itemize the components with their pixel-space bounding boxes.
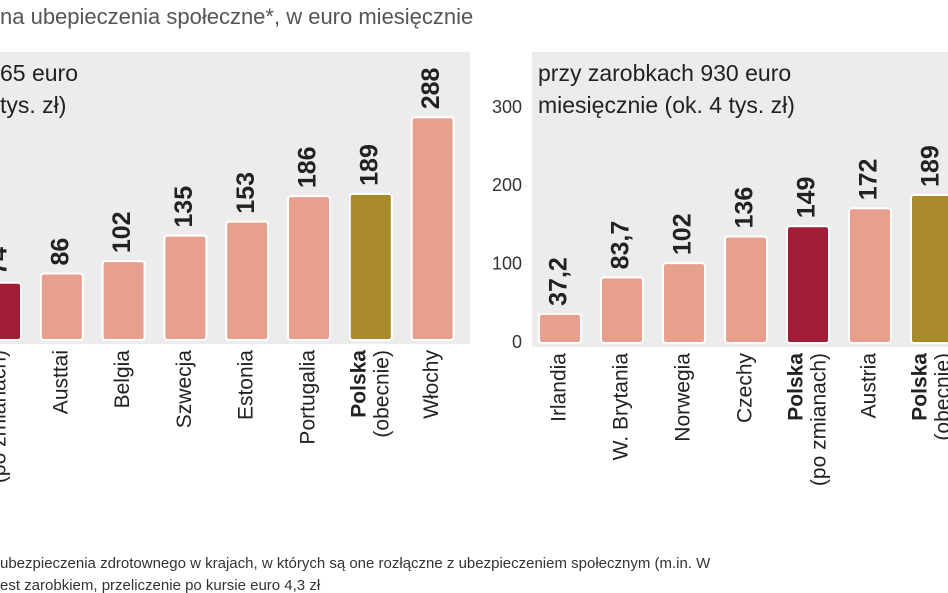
bar xyxy=(724,235,768,344)
bar xyxy=(163,234,208,342)
subtitle: przy zarobkach 930 euro xyxy=(538,60,791,86)
value-label: 135 xyxy=(170,186,198,228)
x-tick-label: Szwecja xyxy=(173,350,196,429)
value-label: 172 xyxy=(855,159,883,201)
value-label: 74 xyxy=(0,247,13,275)
bar xyxy=(662,262,706,345)
subtitle: 65 euro xyxy=(0,60,78,86)
x-tick-label: Austria xyxy=(858,353,881,419)
x-tick-label: Czechy xyxy=(734,353,757,424)
value-label: 37,2 xyxy=(545,257,573,306)
x-tick-sublabel: (po zmianach) xyxy=(808,353,831,486)
bar xyxy=(410,116,455,341)
x-tick-label: Polska xyxy=(347,350,370,418)
footnote: ubezpieczenia zdrotownego w krajach, w k… xyxy=(0,555,711,572)
x-tick-label: Norwegia xyxy=(672,353,695,442)
value-label: 149 xyxy=(793,177,821,219)
x-tick-label: Portugalia xyxy=(297,350,320,445)
subtitle: tys. zł) xyxy=(0,92,66,118)
bar xyxy=(910,193,948,344)
y-tick-label: 300 xyxy=(492,97,522,117)
subtitle: miesięcznie (ok. 4 tys. zł) xyxy=(538,92,795,118)
x-tick-sublabel: (po zmianach) xyxy=(0,350,11,483)
x-tick-sublabel: (obecnie) xyxy=(932,353,948,441)
bar xyxy=(600,276,644,344)
x-tick-label: Irlandia xyxy=(548,353,571,422)
y-tick-label: 200 xyxy=(492,175,522,195)
x-tick-label: Austtai xyxy=(49,350,72,414)
y-tick-label: 0 xyxy=(512,332,522,352)
x-tick-label: Włochy xyxy=(420,350,443,419)
x-tick-label: Estonia xyxy=(235,350,258,420)
y-tick-label: 100 xyxy=(492,253,522,273)
value-label: 288 xyxy=(417,67,445,109)
x-tick-label: W. Brytania xyxy=(610,353,633,461)
bar xyxy=(786,225,830,345)
x-tick-label: Polska xyxy=(909,353,932,421)
value-label: 153 xyxy=(232,172,260,214)
value-label: 136 xyxy=(731,187,759,229)
x-tick-label: Belgia xyxy=(111,350,134,409)
footnote: est zarobkiem, przeliczenie po kursie eu… xyxy=(0,577,321,593)
bar xyxy=(101,260,146,341)
bar xyxy=(0,281,22,341)
value-label: 102 xyxy=(669,213,697,255)
bar xyxy=(287,195,331,341)
value-label: 83,7 xyxy=(607,221,635,270)
bar xyxy=(848,207,892,344)
chart-title: na ubepieczenia społeczne*, w euro miesi… xyxy=(0,4,473,29)
value-label: 102 xyxy=(108,211,136,253)
bar xyxy=(225,220,270,341)
bar xyxy=(348,192,393,341)
value-label: 86 xyxy=(46,238,74,266)
value-label: 186 xyxy=(294,146,322,188)
x-tick-sublabel: (obecnie) xyxy=(370,350,393,438)
value-label: 189 xyxy=(917,145,945,187)
x-tick-label: Polska xyxy=(785,353,808,421)
value-label: 189 xyxy=(355,144,383,186)
bar xyxy=(538,312,582,344)
bar xyxy=(39,272,84,342)
